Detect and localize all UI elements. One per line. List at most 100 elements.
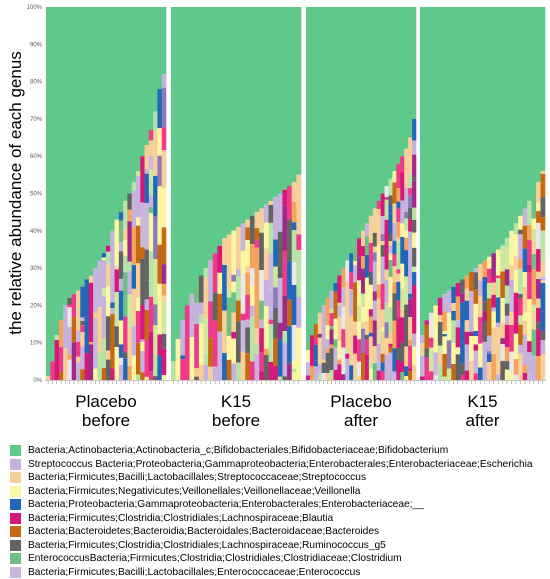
bar-segment [273,239,279,261]
bar-segment [408,293,413,299]
bar-segment [84,316,90,354]
bar-segment [376,219,381,245]
bar-segment [540,277,546,281]
bar-segment [531,193,537,219]
bar-segment [408,249,413,272]
bar-segment [268,319,274,325]
bar-segment [329,290,334,309]
bar-segment [412,147,417,155]
bar-segment [84,7,90,280]
bar-segment [388,277,393,283]
bar-segment [306,375,311,380]
bar-segment [54,340,60,380]
sample-bar [380,7,385,380]
bar-segment [396,317,401,341]
bar-segment [106,7,111,246]
bar-segment [313,366,319,380]
legend-swatch [10,458,21,470]
bar-segment [136,7,141,172]
bar-segment [504,247,510,270]
bar-segment [273,7,279,198]
bar-segment [392,182,397,204]
bar-segment [321,305,326,333]
bar-segment [273,338,279,367]
bar-segment [171,361,176,380]
bar-segment [540,217,546,231]
bar-segment [153,7,158,112]
bar-segment [101,253,107,258]
bar-segment [291,261,297,285]
bar-segment [208,7,214,261]
bar-segment [357,7,362,239]
bar-segment [478,280,483,296]
bar-segment [380,371,385,380]
group-labels: PlacebobeforeK15beforePlaceboafterK15aft… [75,392,500,430]
bar-segment [144,145,150,170]
bar-segment [518,298,523,316]
bar-segment [433,305,439,331]
bar-segment [341,268,346,288]
bar-segment [364,223,370,237]
bar-segment [106,251,111,265]
bar-segment [400,7,405,157]
bar-segment [144,376,150,380]
bar-segment [93,368,98,380]
bar-segment [153,304,158,326]
sample-bar [136,7,141,380]
bar-segment [80,286,85,318]
bar-segment [198,275,204,303]
sample-bar [433,7,439,380]
bar-segment [153,216,158,260]
bar-segment [404,327,409,347]
bar-segment [136,225,141,244]
bar-segment [93,312,98,319]
bar-segment [148,156,154,170]
bar-segment [123,7,128,201]
bar-segment [495,322,501,328]
bar-segment [189,7,195,295]
bar-segment [101,338,107,368]
bar-segment [273,197,279,240]
bar-segment [509,230,515,240]
bar-segment [259,351,265,372]
bar-segment [392,348,397,372]
bar-segment [345,282,350,304]
bar-segment [400,288,405,310]
bar-segment [161,150,167,188]
bar-segment [364,320,370,335]
bar-segment [287,260,293,300]
bar-segment [442,336,448,354]
bar-segment [277,231,283,279]
bar-segment [148,178,154,196]
bar-segment [349,315,354,339]
bar-segment [353,363,358,380]
bar-segment [380,240,385,246]
sample-bar [184,7,190,380]
legend-item: Bacteria;Firmicutes;Bacilli;Lactobacilla… [10,566,540,579]
bar-segment [388,282,393,308]
bar-segment [486,312,492,336]
bar-segment [153,175,158,217]
sample-bar [451,7,457,380]
sample-bar [153,7,158,380]
bar-segment [144,173,150,204]
bar-segment [325,339,330,349]
bar-segment [140,7,145,157]
bar-segment [58,347,64,373]
bar-segment [388,178,393,196]
bar-segment [325,297,330,326]
bar-segment [495,278,501,298]
sample-bar [240,7,246,380]
bar-segment [76,7,81,291]
bar-segment [291,372,297,380]
bar-segment [254,228,260,240]
bar-segment [110,308,115,314]
bar-segment [144,280,150,300]
bar-segment [259,328,265,352]
bar-segment [157,224,163,245]
bar-segment [296,250,302,268]
bar-segment [76,290,81,331]
bar-segment [540,7,546,172]
bar-segment [361,256,366,269]
sample-bar [504,7,510,380]
